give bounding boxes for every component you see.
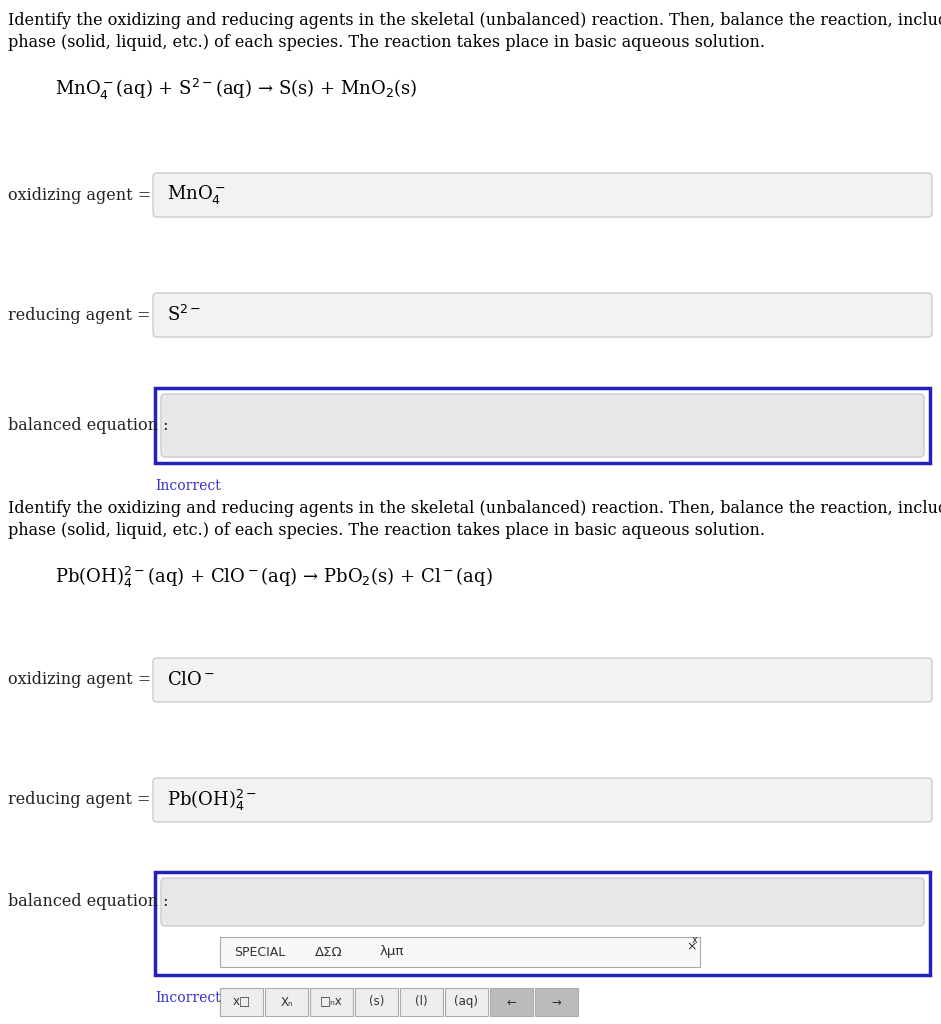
Text: balanced equation :: balanced equation : — [8, 417, 168, 434]
Bar — [400, 988, 443, 1016]
Bar — [310, 988, 353, 1016]
Bar — [445, 988, 488, 1016]
Text: ClO$^-$: ClO$^-$ — [167, 671, 215, 689]
FancyBboxPatch shape — [153, 658, 932, 702]
Text: →: → — [551, 995, 562, 1009]
Bar — [355, 988, 398, 1016]
Text: □ₙx: □ₙx — [320, 995, 343, 1009]
Text: oxidizing agent =: oxidizing agent = — [8, 672, 152, 688]
Text: (s): (s) — [369, 995, 384, 1009]
Text: ←: ← — [506, 995, 517, 1009]
Text: Pb(OH)$_4^{2-}$(aq) + ClO$^-$(aq) → PbO$_2$(s) + Cl$^-$(aq): Pb(OH)$_4^{2-}$(aq) + ClO$^-$(aq) → PbO$… — [55, 565, 493, 590]
Bar — [490, 988, 533, 1016]
Bar — [535, 988, 578, 1016]
Text: reducing agent =: reducing agent = — [8, 306, 151, 324]
Text: x: x — [692, 935, 697, 945]
Text: oxidizing agent =: oxidizing agent = — [8, 186, 152, 204]
Text: phase (solid, liquid, etc.) of each species. The reaction takes place in basic a: phase (solid, liquid, etc.) of each spec… — [8, 34, 765, 51]
FancyBboxPatch shape — [153, 778, 932, 822]
Text: (aq): (aq) — [455, 995, 479, 1009]
Text: (l): (l) — [415, 995, 428, 1009]
Text: SPECIAL: SPECIAL — [234, 945, 285, 958]
Bar — [265, 988, 308, 1016]
Text: Incorrect: Incorrect — [155, 479, 221, 493]
Text: λμπ: λμπ — [380, 945, 405, 958]
Bar — [155, 872, 930, 975]
Text: Identify the oxidizing and reducing agents in the skeletal (unbalanced) reaction: Identify the oxidizing and reducing agen… — [8, 500, 941, 517]
Bar — [220, 988, 263, 1016]
Text: Incorrect: Incorrect — [155, 991, 221, 1005]
Text: MnO$_4^-$(aq) + S$^{2-}$(aq) → S(s) + MnO$_2$(s): MnO$_4^-$(aq) + S$^{2-}$(aq) → S(s) + Mn… — [55, 77, 418, 102]
Text: x□: x□ — [232, 995, 250, 1009]
Text: phase (solid, liquid, etc.) of each species. The reaction takes place in basic a: phase (solid, liquid, etc.) of each spec… — [8, 522, 765, 539]
Text: balanced equation :: balanced equation : — [8, 894, 168, 910]
FancyBboxPatch shape — [161, 394, 924, 457]
Text: ×: × — [686, 940, 696, 953]
Text: ΔΣΩ: ΔΣΩ — [315, 945, 343, 958]
Text: S$^{2-}$: S$^{2-}$ — [167, 305, 201, 325]
Text: MnO$_4^-$: MnO$_4^-$ — [167, 183, 226, 207]
Text: reducing agent =: reducing agent = — [8, 792, 151, 809]
Text: Pb(OH)$_4^{2-}$: Pb(OH)$_4^{2-}$ — [167, 787, 257, 813]
FancyBboxPatch shape — [161, 878, 924, 926]
Text: Xₙ: Xₙ — [280, 995, 293, 1009]
FancyBboxPatch shape — [153, 173, 932, 217]
Bar — [155, 388, 930, 463]
FancyBboxPatch shape — [153, 293, 932, 337]
Text: Identify the oxidizing and reducing agents in the skeletal (unbalanced) reaction: Identify the oxidizing and reducing agen… — [8, 12, 941, 29]
Bar — [220, 937, 700, 967]
